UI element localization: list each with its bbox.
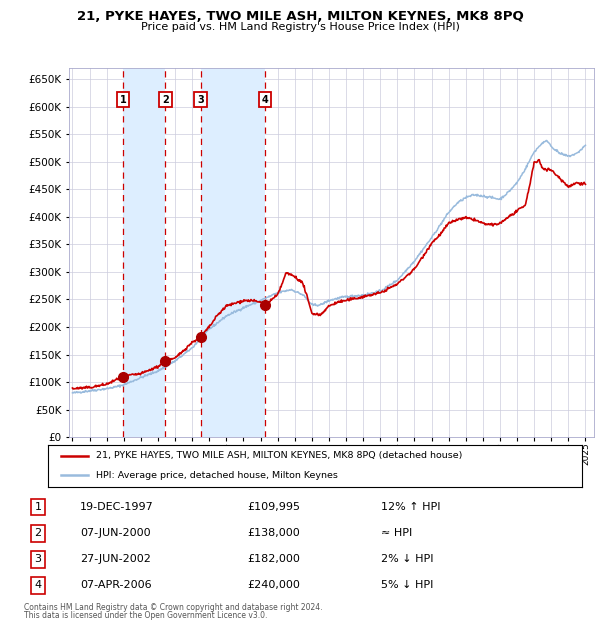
Text: 2: 2 — [162, 95, 169, 105]
Bar — [123, 68, 166, 437]
Text: This data is licensed under the Open Government Licence v3.0.: This data is licensed under the Open Gov… — [24, 611, 268, 620]
Text: Price paid vs. HM Land Registry's House Price Index (HPI): Price paid vs. HM Land Registry's House … — [140, 22, 460, 32]
Text: 1: 1 — [34, 502, 41, 512]
Text: 3: 3 — [34, 554, 41, 564]
Text: ≈ HPI: ≈ HPI — [381, 528, 412, 538]
Text: 19-DEC-1997: 19-DEC-1997 — [80, 502, 154, 512]
Text: £182,000: £182,000 — [247, 554, 300, 564]
Text: HPI: Average price, detached house, Milton Keynes: HPI: Average price, detached house, Milt… — [96, 471, 338, 480]
Text: Contains HM Land Registry data © Crown copyright and database right 2024.: Contains HM Land Registry data © Crown c… — [24, 603, 323, 612]
Text: 2: 2 — [34, 528, 41, 538]
Bar — [200, 68, 265, 437]
Text: £138,000: £138,000 — [247, 528, 300, 538]
Text: 21, PYKE HAYES, TWO MILE ASH, MILTON KEYNES, MK8 8PQ: 21, PYKE HAYES, TWO MILE ASH, MILTON KEY… — [77, 10, 523, 23]
Text: 07-APR-2006: 07-APR-2006 — [80, 580, 151, 590]
Text: 21, PYKE HAYES, TWO MILE ASH, MILTON KEYNES, MK8 8PQ (detached house): 21, PYKE HAYES, TWO MILE ASH, MILTON KEY… — [96, 451, 463, 461]
Text: 3: 3 — [197, 95, 204, 105]
Text: 2% ↓ HPI: 2% ↓ HPI — [381, 554, 434, 564]
Text: £109,995: £109,995 — [247, 502, 300, 512]
Text: 5% ↓ HPI: 5% ↓ HPI — [381, 580, 433, 590]
Text: 4: 4 — [34, 580, 41, 590]
Text: £240,000: £240,000 — [247, 580, 300, 590]
Text: 12% ↑ HPI: 12% ↑ HPI — [381, 502, 440, 512]
Text: 07-JUN-2000: 07-JUN-2000 — [80, 528, 151, 538]
Text: 27-JUN-2002: 27-JUN-2002 — [80, 554, 151, 564]
Text: 1: 1 — [120, 95, 127, 105]
Text: 4: 4 — [262, 95, 269, 105]
